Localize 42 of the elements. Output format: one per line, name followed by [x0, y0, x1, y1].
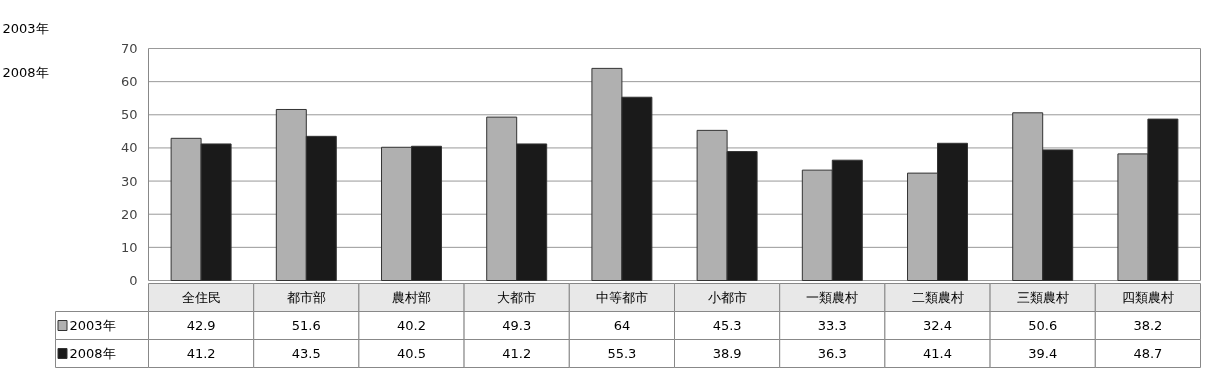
y-tick-label: 40 [120, 140, 138, 156]
x-tick-label: 小都市 [707, 290, 747, 305]
x-tick-label: 二類農村 [911, 290, 964, 305]
y-tick-label: 60 [120, 74, 138, 90]
x-tick-label: 一類農村 [806, 290, 859, 305]
data-label: 41.2 [186, 346, 216, 361]
x-tick-label: 農村部 [392, 290, 431, 305]
y-tick-label: 0 [129, 273, 138, 288]
data-label: 39.4 [1028, 346, 1058, 361]
data-label: 36.3 [817, 346, 847, 361]
data-label: 51.6 [291, 318, 321, 333]
legend-label: 2008年 [69, 346, 116, 361]
text: 2008年 [2, 65, 49, 80]
data-label: 40.5 [397, 346, 426, 361]
y-tick-label: 50 [120, 107, 138, 123]
x-tick-label: 四類農村 [1121, 290, 1174, 305]
x-tick-label: 全住民 [181, 290, 221, 305]
y-tick-label: 30 [120, 173, 138, 189]
y-tick-label: 70 [120, 41, 138, 56]
x-tick-label: 都市部 [286, 290, 326, 305]
data-label: 55.3 [607, 346, 637, 361]
data-label: 45.3 [712, 318, 742, 333]
data-label: 38.2 [1133, 318, 1163, 333]
y-tick-label: 20 [120, 206, 138, 222]
data-label: 41.4 [923, 346, 952, 361]
data-label: 48.7 [1133, 346, 1163, 361]
data-label: 49.3 [502, 318, 532, 333]
data-label: 40.2 [397, 318, 426, 333]
data-label: 32.4 [923, 318, 952, 333]
data-label: 43.5 [291, 346, 321, 361]
data-label: 42.9 [186, 318, 216, 333]
legend-label: 2003年 [69, 318, 116, 333]
data-label: 38.9 [712, 346, 742, 361]
data-label: 41.2 [502, 346, 532, 361]
x-tick-label: 三類農村 [1016, 290, 1069, 305]
x-tick-label: 中等都市 [595, 290, 648, 305]
data-label: 33.3 [817, 318, 847, 333]
data-label: 64 [613, 318, 631, 333]
y-tick-label: 10 [120, 239, 138, 255]
x-tick-label: 大都市 [497, 290, 537, 305]
data-label: 50.6 [1028, 318, 1058, 333]
text: 2003年 [2, 21, 49, 36]
